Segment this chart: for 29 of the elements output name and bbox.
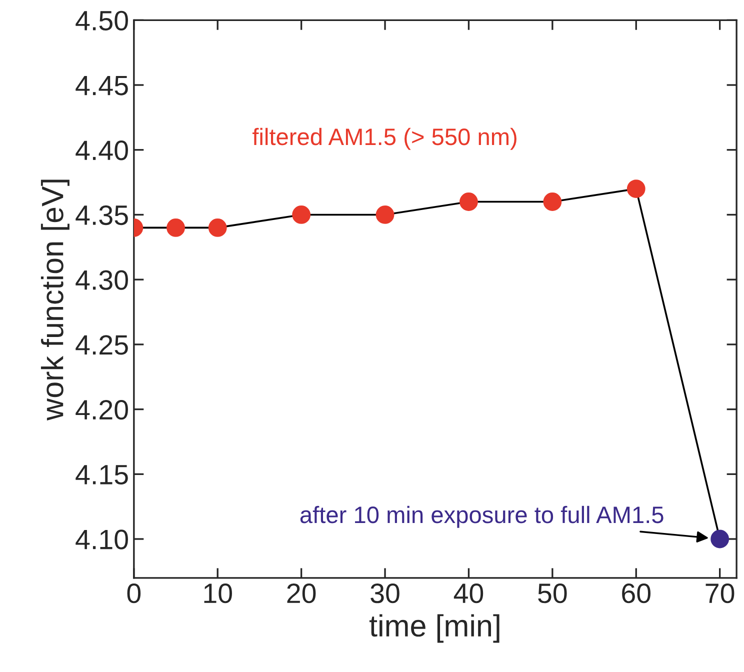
y-tick-label: 4.10 [76,530,128,550]
y-tick-label: 4.25 [76,335,128,355]
point [460,192,478,211]
y-tick-label: 4.20 [76,400,128,420]
point [376,206,394,224]
y-axis-title: work function [eV] [40,180,70,421]
x-tick-label: 30 [370,584,400,604]
y-tick-label: 4.45 [76,76,128,96]
text: filtered AM1.5 (> 550 nm) [252,128,516,150]
x-tick-label: 20 [287,584,316,604]
x-tick-label: 0 [127,584,141,604]
point [292,206,311,224]
x-tick-label: 70 [706,584,734,604]
point [710,530,730,548]
y-tick-label: 4.35 [76,205,128,226]
point [166,218,185,237]
x-tick-label: 50 [538,584,567,604]
point [543,192,562,211]
y-tick-label: 4.50 [76,10,128,30]
y-tick-label: 4.40 [76,140,128,160]
text: after 10 min exposure to full AM1.5 [300,506,664,528]
x-axis-title: time [min] [369,614,500,643]
x-tick-label: 60 [622,584,650,604]
point [208,218,227,237]
x-tick-label: 10 [204,584,232,604]
x-tick-label: 40 [454,584,484,604]
point [626,180,646,198]
y-tick-label: 4.15 [76,465,128,484]
y-tick-label: 4.30 [76,270,128,290]
